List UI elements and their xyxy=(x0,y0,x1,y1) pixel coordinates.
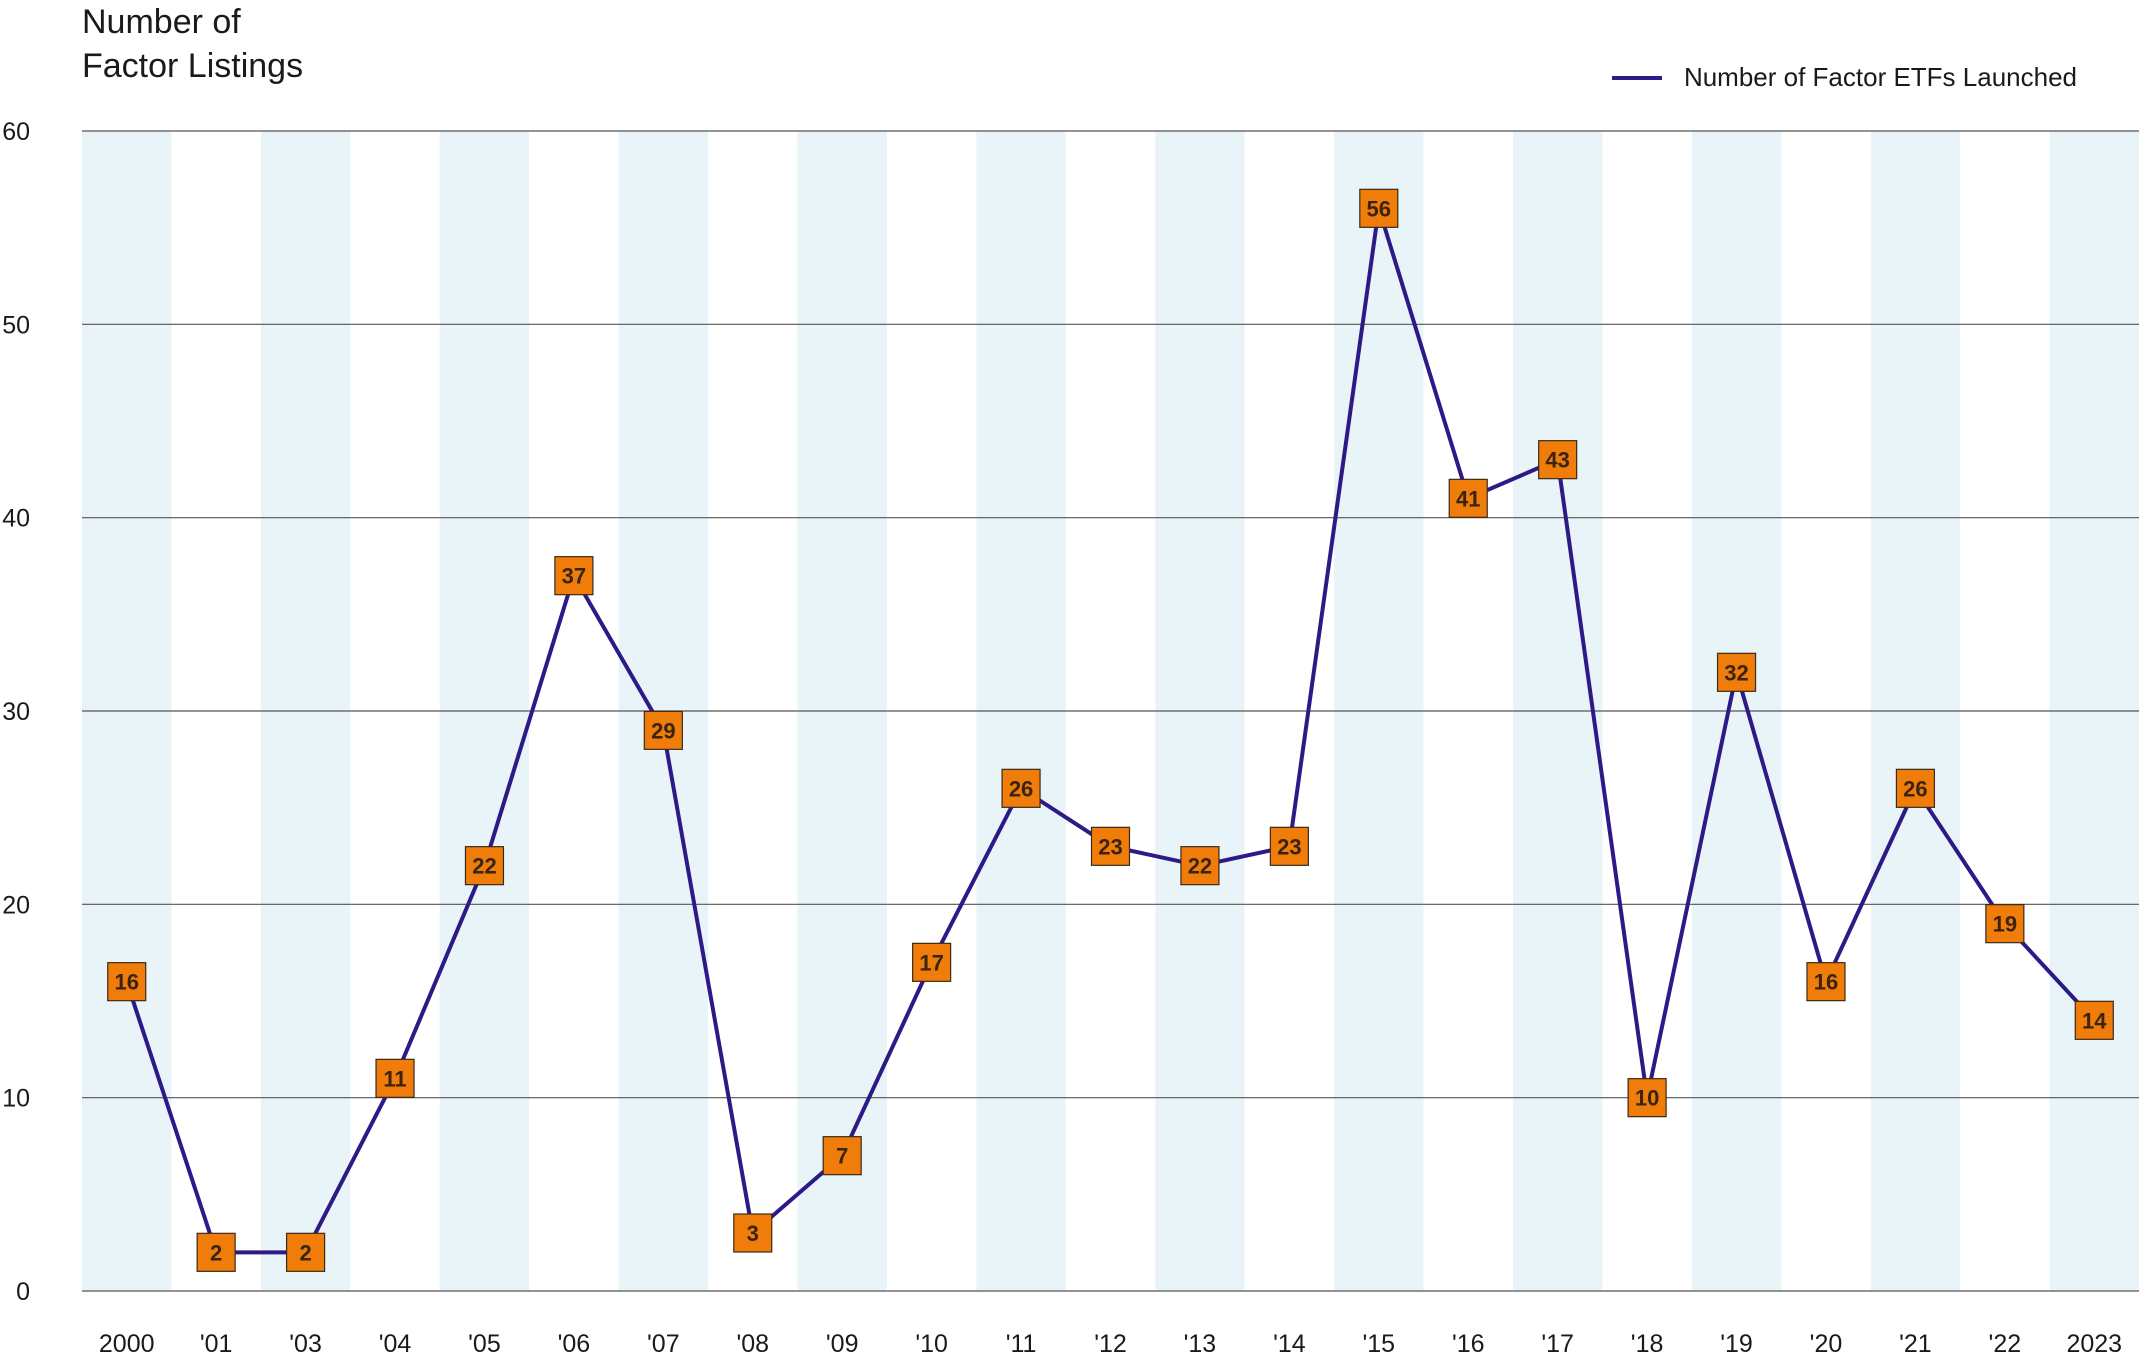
data-point-marker xyxy=(1806,962,1846,1002)
data-label: 19 xyxy=(1993,912,2017,937)
data-point-marker xyxy=(1001,768,1041,808)
data-point-marker xyxy=(643,710,683,750)
data-point-marker xyxy=(464,846,505,886)
x-tick-label: '01 xyxy=(200,1330,233,1358)
data-label: 16 xyxy=(1814,970,1838,995)
data-point-marker xyxy=(1180,846,1220,886)
x-tick-label: '07 xyxy=(647,1330,680,1358)
x-tick-label: '12 xyxy=(1094,1330,1127,1358)
data-label: 2 xyxy=(210,1240,222,1265)
x-tick-label: '14 xyxy=(1273,1330,1306,1358)
y-tick-label: 50 xyxy=(2,311,30,339)
data-point-marker xyxy=(1716,652,1757,692)
series-line xyxy=(124,207,2096,1255)
data-point-marker xyxy=(554,556,594,596)
data-point-marker xyxy=(912,942,952,982)
data-label: 32 xyxy=(1724,660,1748,685)
data-label: 43 xyxy=(1545,448,1569,473)
data-point-marker xyxy=(1090,826,1131,866)
data-point-marker xyxy=(285,1232,326,1272)
x-tick-label: '17 xyxy=(1541,1330,1574,1358)
y-tick-label: 40 xyxy=(2,505,30,533)
data-label: 29 xyxy=(651,718,675,743)
x-tick-label: '13 xyxy=(1184,1330,1217,1358)
x-tick-label: '11 xyxy=(1006,1330,1037,1358)
x-tick-label: 2023 xyxy=(2066,1330,2122,1358)
data-label: 3 xyxy=(747,1221,759,1246)
data-label: 37 xyxy=(562,564,586,589)
data-point-marker xyxy=(107,962,147,1002)
x-tick-label: '18 xyxy=(1631,1330,1664,1358)
y-axis-title: Number of Factor Listings xyxy=(82,3,304,85)
x-tick-label: '15 xyxy=(1363,1330,1396,1358)
data-point-marker xyxy=(822,1136,862,1176)
data-point-marker xyxy=(1627,1078,1667,1118)
data-label: 26 xyxy=(1903,776,1927,801)
data-label: 22 xyxy=(1188,854,1212,879)
data-label: 7 xyxy=(836,1144,848,1169)
data-point-marker xyxy=(1895,768,1936,808)
data-label: 17 xyxy=(919,950,943,975)
x-tick-label: '08 xyxy=(736,1330,769,1358)
x-tick-label: '09 xyxy=(826,1330,859,1358)
legend-label: Number of Factor ETFs Launched xyxy=(1683,62,2077,92)
data-label: 23 xyxy=(1277,834,1301,859)
x-tick-label: '21 xyxy=(1899,1330,1932,1358)
x-tick-label: '03 xyxy=(289,1330,322,1358)
data-label: 10 xyxy=(1635,1086,1659,1111)
legend: Number of Factor ETFs Launched xyxy=(1611,62,2077,93)
data-label: 22 xyxy=(472,854,496,879)
y-tick-label: 0 xyxy=(16,1278,30,1306)
legend-line-swatch xyxy=(1611,75,1662,80)
x-tick-label: '06 xyxy=(558,1330,591,1358)
data-point-marker xyxy=(375,1058,415,1098)
x-tick-label: '22 xyxy=(1989,1330,2022,1358)
x-tick-label: 2000 xyxy=(99,1330,155,1358)
data-point-marker xyxy=(1269,826,1309,866)
x-tick-label: '20 xyxy=(1810,1330,1843,1358)
x-tick-label: '04 xyxy=(379,1330,412,1358)
y-tick-label: 20 xyxy=(2,891,30,919)
data-label: 41 xyxy=(1456,486,1480,511)
x-tick-label: '10 xyxy=(915,1330,948,1358)
data-point-marker xyxy=(2074,1000,2114,1040)
data-point-marker xyxy=(1985,904,2025,944)
x-tick-label: '16 xyxy=(1452,1330,1485,1358)
data-point-marker xyxy=(1538,440,1578,480)
data-point-marker xyxy=(733,1213,773,1253)
data-label: 2 xyxy=(299,1240,311,1265)
data-label: 14 xyxy=(2082,1008,2107,1033)
data-label: 23 xyxy=(1098,834,1122,859)
y-tick-label: 30 xyxy=(2,698,30,726)
data-point-marker xyxy=(196,1232,236,1272)
x-tick-label: '05 xyxy=(468,1330,501,1358)
x-tick-label: '19 xyxy=(1720,1330,1753,1358)
data-point-marker xyxy=(1448,478,1488,518)
data-label: 26 xyxy=(1009,776,1033,801)
data-point-marker xyxy=(1359,188,1399,228)
data-label: 16 xyxy=(114,970,138,995)
y-tick-label: 60 xyxy=(2,118,30,146)
data-label: 11 xyxy=(383,1066,406,1091)
y-tick-label: 10 xyxy=(2,1085,30,1113)
data-label: 56 xyxy=(1367,196,1391,221)
